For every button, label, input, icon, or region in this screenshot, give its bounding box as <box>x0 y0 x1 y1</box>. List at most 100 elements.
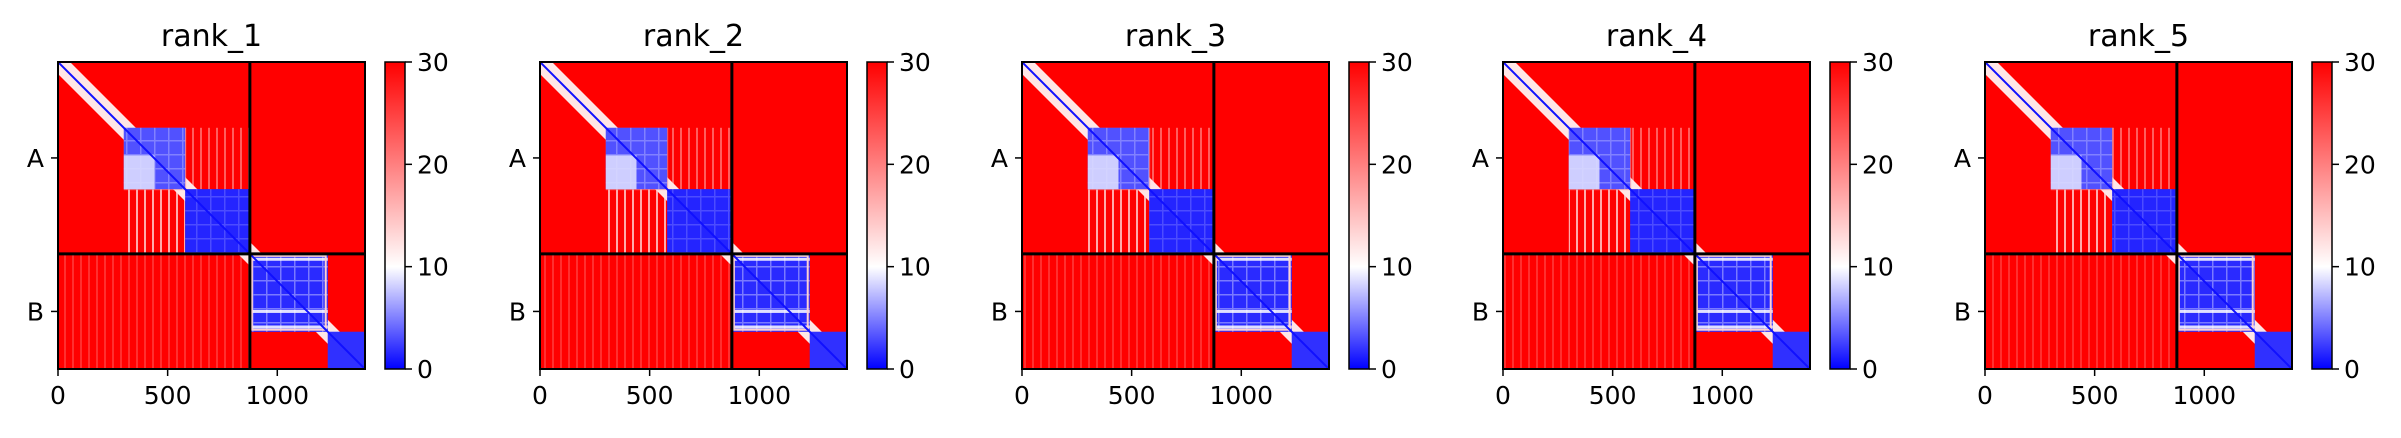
chart-title: rank_1 <box>161 19 262 54</box>
colorbar-tick-label: 10 <box>417 253 449 282</box>
x-tick-label: 1000 <box>727 381 791 410</box>
heatmap-offdiag-stripes <box>667 127 732 190</box>
x-tick-label: 0 <box>532 381 548 410</box>
heatmap-diagonal <box>540 62 847 369</box>
heatmap-near-block <box>605 189 668 191</box>
x-tick-label: 1000 <box>1209 381 1273 410</box>
heatmap-near-block <box>2050 189 2113 191</box>
heatmap-offdiag-stripes <box>123 189 186 254</box>
heatmap-block-4-band <box>1694 325 1773 329</box>
x-tick-label: 1000 <box>245 381 309 410</box>
colorbar-tick-label: 20 <box>899 150 931 179</box>
heatmap-block-4-band <box>731 257 810 261</box>
heatmap-block-4-band <box>1213 309 1292 313</box>
axes-frame <box>57 61 366 370</box>
x-tick-label: 500 <box>2071 381 2119 410</box>
heatmap-cells <box>1022 62 1329 369</box>
y-tick-label: A <box>27 144 44 173</box>
colorbar-tick-label: 20 <box>2344 150 2376 179</box>
colorbar-tick-label: 0 <box>1862 355 1878 384</box>
x-tick-label: 500 <box>1589 381 1637 410</box>
colorbar-tick-label: 30 <box>899 48 931 77</box>
heatmap-offdiag-stripes <box>1149 127 1214 190</box>
heatmap-block-4-edge <box>250 254 327 331</box>
colorbar-tick-label: 0 <box>417 355 433 384</box>
heatmap-near-block <box>1149 127 1151 190</box>
heatmap-offdiag-stripes <box>605 189 668 254</box>
heatmap-block-2-pale <box>1568 155 1600 190</box>
heatmap-block-4-band <box>1694 257 1773 261</box>
axes-frame <box>1984 61 2293 370</box>
colorbar-tick-label: 30 <box>1862 48 1894 77</box>
heatmap-near-block <box>185 127 187 190</box>
colorbar-tick-label: 10 <box>899 253 931 282</box>
heatmap-diagonal <box>58 62 365 369</box>
x-tick-label: 1000 <box>2172 381 2236 410</box>
x-tick-label: 0 <box>1495 381 1511 410</box>
heatmap-block-4-band <box>731 309 810 313</box>
heatmap-interchain-stripes <box>540 253 732 369</box>
panel-3: rank_3 0 500 1000 A B 0 10 20 30 <box>991 19 1413 410</box>
heatmap-block-4-edge <box>1695 254 1772 331</box>
y-tick-label: B <box>1954 297 1971 326</box>
x-tick-label: 500 <box>144 381 192 410</box>
heatmap-block-4-band <box>2176 257 2255 261</box>
x-tick-label: 0 <box>50 381 66 410</box>
heatmap-offdiag-stripes <box>1568 189 1631 254</box>
heatmap-near-block <box>1087 189 1150 191</box>
y-tick-label: B <box>509 297 526 326</box>
heatmap-block-2-pale <box>605 155 637 190</box>
x-tick-label: 500 <box>626 381 674 410</box>
colorbar-tick-label: 20 <box>417 150 449 179</box>
heatmap-cells <box>58 62 365 369</box>
y-tick-label: A <box>991 144 1008 173</box>
axes-frame <box>1502 61 1811 370</box>
heatmap-block-4-band <box>2176 309 2255 313</box>
x-tick-label: 500 <box>1108 381 1156 410</box>
heatmap-block-4-band <box>249 309 328 313</box>
panel-4: rank_4 0 500 1000 A B 0 10 20 30 <box>1472 19 1894 410</box>
x-tick-label: 0 <box>1014 381 1030 410</box>
panel-2: rank_2 0 500 1000 A B 0 10 20 30 <box>509 19 931 410</box>
colorbar-tick-label: 30 <box>2344 48 2376 77</box>
heatmap-block-4-band <box>1213 257 1292 261</box>
heatmap-block-2-pale <box>2050 155 2082 190</box>
colorbar-tick-label: 30 <box>417 48 449 77</box>
colorbar-tick-label: 0 <box>2344 355 2360 384</box>
axes-frame <box>539 61 848 370</box>
heatmap-cells <box>1985 62 2292 369</box>
chart-title: rank_4 <box>1606 19 1707 54</box>
y-tick-label: B <box>1472 297 1489 326</box>
colorbar-tick-label: 0 <box>899 355 915 384</box>
y-tick-label: A <box>1954 144 1971 173</box>
heatmap-block-4-edge <box>1214 254 1291 331</box>
heatmap-near-block <box>123 189 186 191</box>
heatmap-block-4-band <box>249 325 328 329</box>
heatmap-diagonal <box>1503 62 1810 369</box>
y-tick-label: B <box>27 297 44 326</box>
heatmap-diagonal <box>1985 62 2292 369</box>
heatmap-offdiag-stripes <box>185 127 250 190</box>
panel-5: rank_5 0 500 1000 A B 0 10 20 30 <box>1954 19 2376 410</box>
heatmap-interchain-stripes <box>58 253 250 369</box>
colorbar <box>2311 61 2333 370</box>
heatmap-interchain-stripes <box>1985 253 2177 369</box>
axes-frame <box>1021 61 1330 370</box>
chart-title: rank_2 <box>643 19 744 54</box>
colorbar-tick-label: 10 <box>1381 253 1413 282</box>
panel-1: rank_1 0 500 1000 A B 0 10 20 30 <box>27 19 449 410</box>
heatmap-cells <box>540 62 847 369</box>
heatmap-offdiag-stripes <box>1630 127 1695 190</box>
colorbar <box>1348 61 1370 370</box>
x-tick-label: 0 <box>1977 381 1993 410</box>
y-tick-label: A <box>509 144 526 173</box>
heatmap-block-4-band <box>2176 325 2255 329</box>
chart-title: rank_5 <box>2088 19 2189 54</box>
heatmap-offdiag-stripes <box>2112 127 2177 190</box>
heatmap-block-2-pale <box>1087 155 1119 190</box>
heatmap-near-block <box>1630 127 1632 190</box>
heatmap-cells <box>1503 62 1810 369</box>
heatmap-block-4-band <box>1213 325 1292 329</box>
colorbar <box>384 61 406 370</box>
colorbar <box>1829 61 1851 370</box>
